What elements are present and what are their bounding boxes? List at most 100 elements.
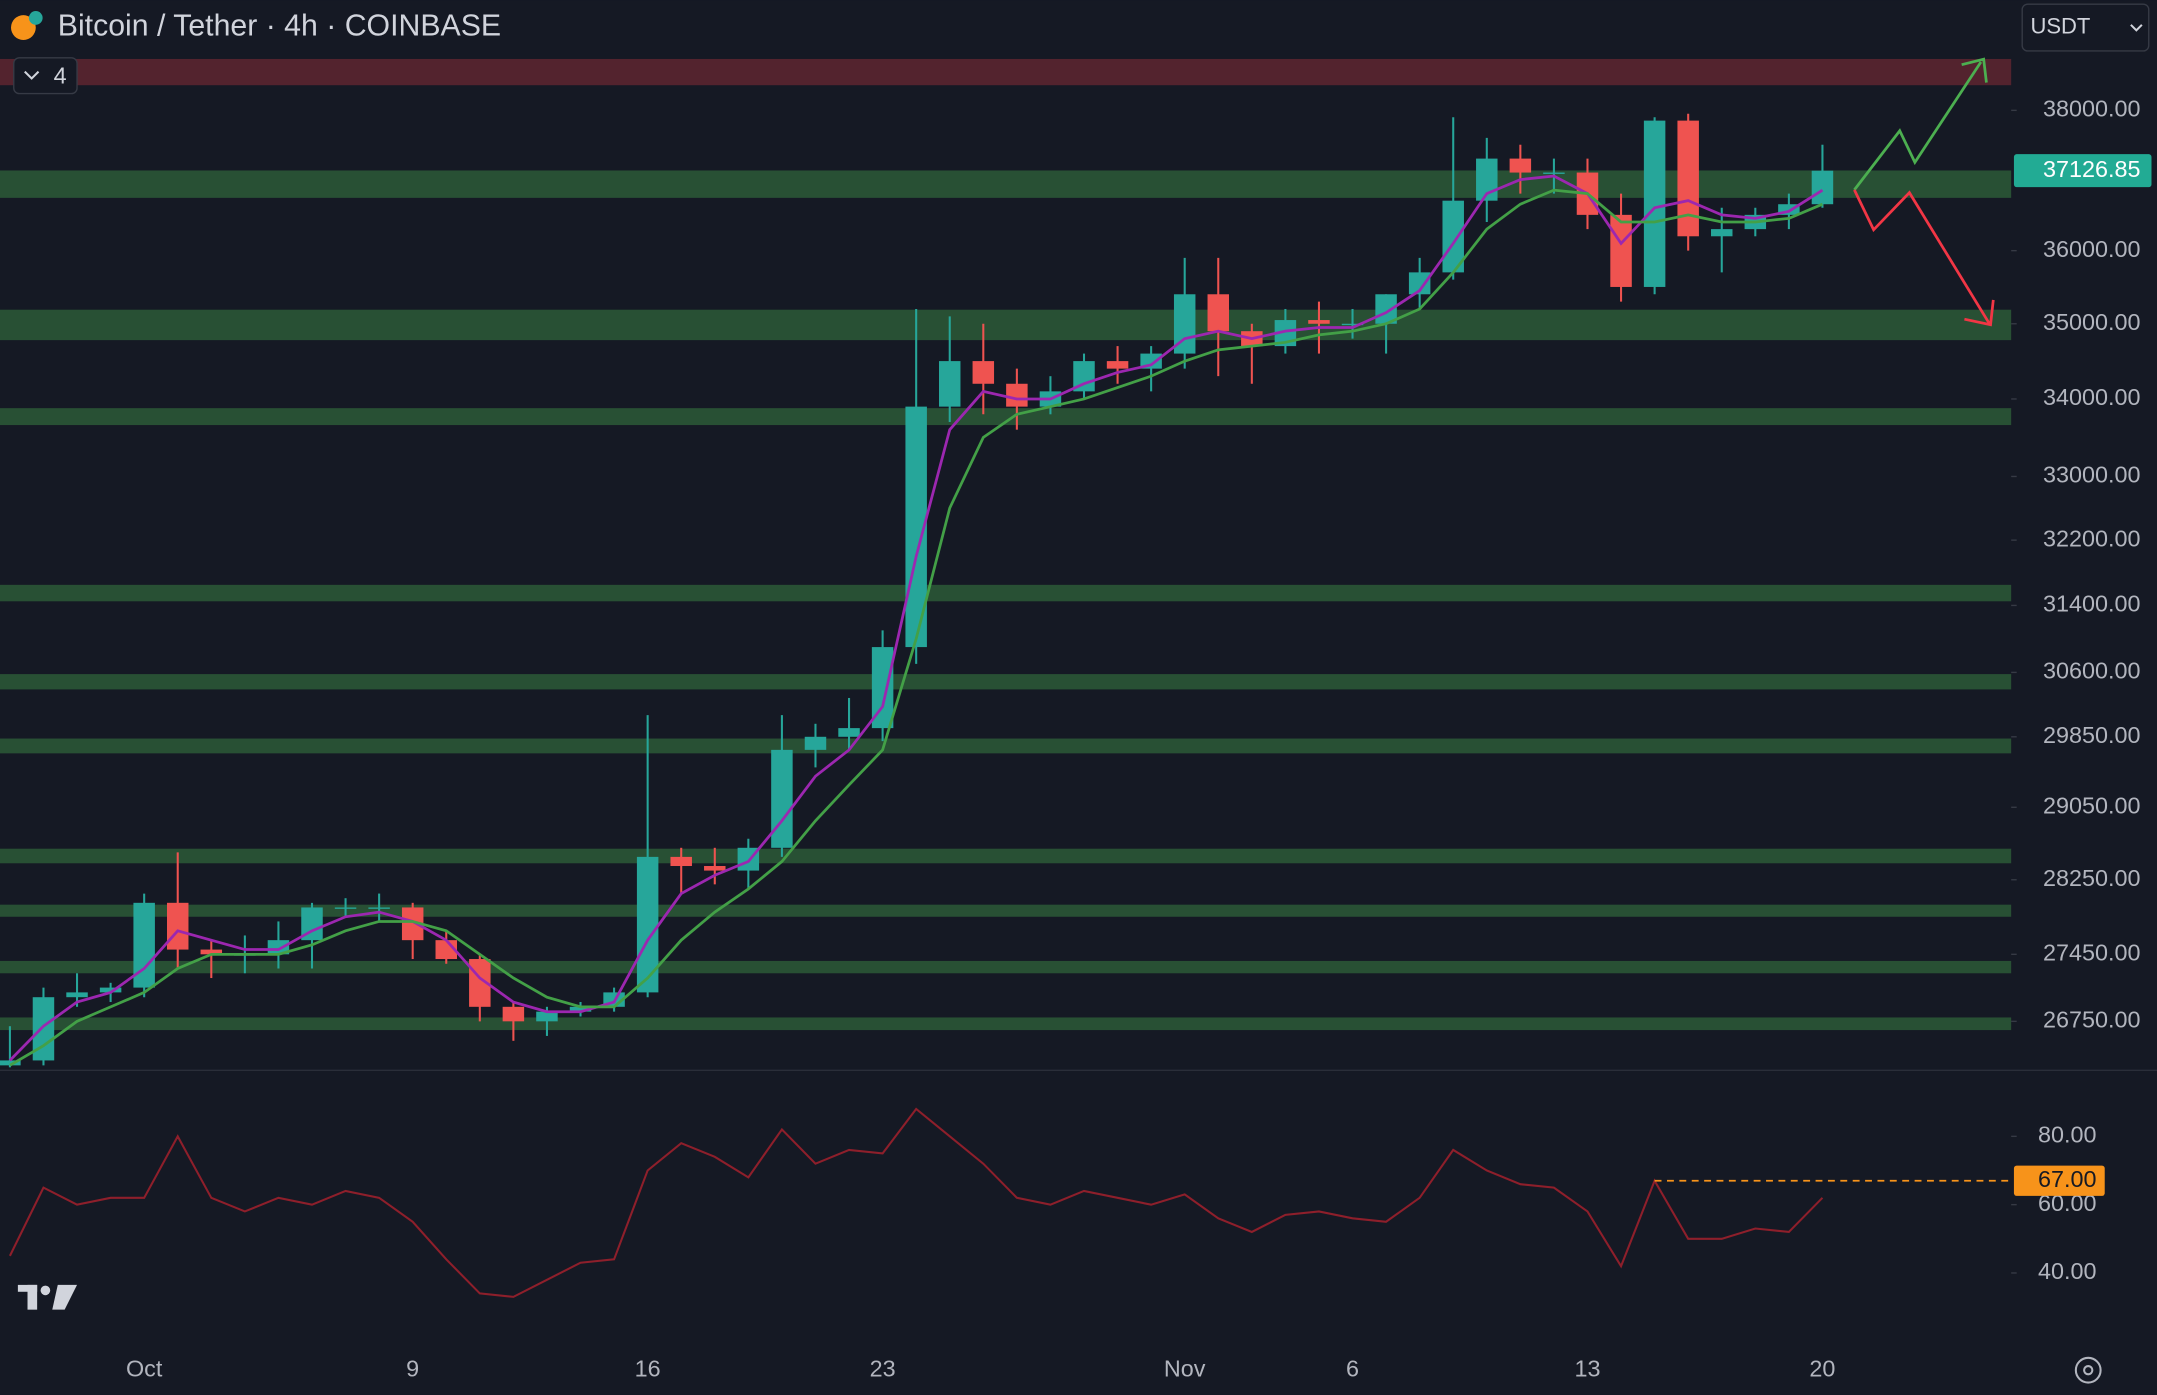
moving-average — [8, 174, 1824, 1062]
candle-body — [99, 987, 122, 993]
chevron — [2130, 24, 2143, 32]
y-tick-label: 31400.00 — [2043, 591, 2140, 617]
y-tick-label: 33000.00 — [2043, 462, 2140, 488]
candle-body — [1308, 320, 1330, 324]
candle-body — [536, 1011, 558, 1022]
candle-body — [1811, 170, 1834, 205]
candle-body — [1643, 120, 1666, 287]
coin-badge — [28, 11, 43, 25]
axes: 38000.00 36000.00 35000.00 34000.00 33000.00… — [126, 96, 2152, 1381]
y-tick-label: 29050.00 — [2043, 792, 2140, 818]
down-arrow-head — [1964, 299, 1995, 327]
level-zone — [0, 170, 2012, 198]
level-zone — [0, 904, 2012, 917]
settings-icon[interactable] — [2074, 1356, 2102, 1384]
y-tick-label: 30600.00 — [2043, 658, 2140, 684]
candle-body — [334, 907, 357, 909]
y-tick-label: 29850.00 — [2043, 722, 2140, 748]
x-tick-label: 6 — [1346, 1355, 1359, 1381]
y-tick-label: 26750.00 — [2043, 1007, 2140, 1033]
rsi-tick-label: 40.00 — [2038, 1258, 2097, 1284]
y-tick-label: 27450.00 — [2043, 939, 2140, 965]
candle-body — [166, 902, 189, 950]
currency-select[interactable] — [2021, 3, 2150, 52]
logo — [17, 1284, 78, 1310]
x-tick-label: 9 — [406, 1355, 419, 1381]
level-zone — [0, 848, 2012, 864]
candle-body — [133, 902, 155, 988]
candle-body — [1442, 200, 1464, 273]
chart-title: Bitcoin / Tether · 4h · COINBASE — [58, 10, 501, 43]
candle-body — [0, 1060, 21, 1066]
logo-part — [40, 1285, 51, 1296]
x-tick-label: Oct — [126, 1355, 163, 1381]
chevron — [24, 70, 40, 80]
level-zone — [0, 584, 2012, 602]
candle-body — [66, 992, 88, 998]
down-arrow — [1853, 189, 1991, 325]
level-zone — [0, 738, 2012, 754]
x-tick-label: 23 — [870, 1355, 896, 1381]
candle-body — [1677, 120, 1699, 237]
candle-body — [32, 997, 55, 1061]
candle-body — [938, 361, 961, 407]
candle-body — [502, 1006, 525, 1022]
candle-body — [1610, 214, 1632, 287]
settings-icon-core — [2083, 1365, 2094, 1376]
indicator-count: 4 — [54, 62, 67, 88]
level-zone — [0, 960, 2012, 974]
zones — [0, 58, 2012, 1031]
y-tick-label: 35000.00 — [2043, 309, 2140, 335]
up-arrow — [1853, 61, 1983, 191]
candle-body — [1543, 172, 1565, 174]
coin-icon — [11, 15, 36, 40]
rsi-tick-label: 80.00 — [2038, 1122, 2097, 1148]
candle-body — [569, 1006, 592, 1012]
level-zone — [0, 408, 2012, 426]
candle-body — [1778, 204, 1800, 215]
rsi-line — [8, 1107, 1824, 1298]
candle-body — [368, 907, 390, 909]
candle-body — [1006, 383, 1028, 407]
x-tick-label: Nov — [1164, 1355, 1206, 1381]
candle-body — [1207, 294, 1230, 332]
candle-body — [871, 647, 894, 729]
candle-body — [905, 406, 927, 648]
candle-body — [1509, 158, 1532, 173]
currency-label: USDT — [2030, 13, 2090, 38]
y-tick-label: 32200.00 — [2043, 525, 2140, 551]
candle-body — [301, 907, 323, 941]
candle-body — [401, 907, 424, 941]
candle-body — [771, 749, 793, 848]
candle-body — [636, 856, 659, 993]
up-arrow-head — [1961, 57, 1988, 83]
candle-body — [804, 736, 827, 750]
candle-body — [1073, 361, 1095, 392]
last-price-box — [2013, 154, 2152, 188]
x-tick-label: 20 — [1809, 1355, 1835, 1381]
plot — [0, 113, 1834, 1068]
rsi-pane — [8, 1107, 2012, 1298]
indicator-toggle[interactable] — [13, 57, 78, 95]
candle-body — [1106, 361, 1129, 369]
logo-part — [52, 1284, 78, 1310]
candle-body — [1274, 320, 1297, 347]
rsi-marker-box — [2013, 1165, 2105, 1196]
level-zone — [0, 1017, 2012, 1031]
candle-body — [1408, 272, 1431, 295]
candle-body — [670, 856, 692, 867]
moving-average — [9, 188, 1823, 1067]
x-tick-label: 16 — [635, 1355, 661, 1381]
candle-body — [200, 949, 223, 955]
y-tick-label: 28250.00 — [2043, 865, 2140, 891]
level-zone — [0, 674, 2012, 690]
candle-body — [1711, 229, 1733, 237]
candle-body — [1341, 323, 1364, 326]
last-price-label: 37126.85 — [2043, 156, 2140, 182]
candle-body — [704, 866, 726, 871]
level-zone — [0, 309, 2012, 341]
y-tick-label: 34000.00 — [2043, 384, 2140, 410]
